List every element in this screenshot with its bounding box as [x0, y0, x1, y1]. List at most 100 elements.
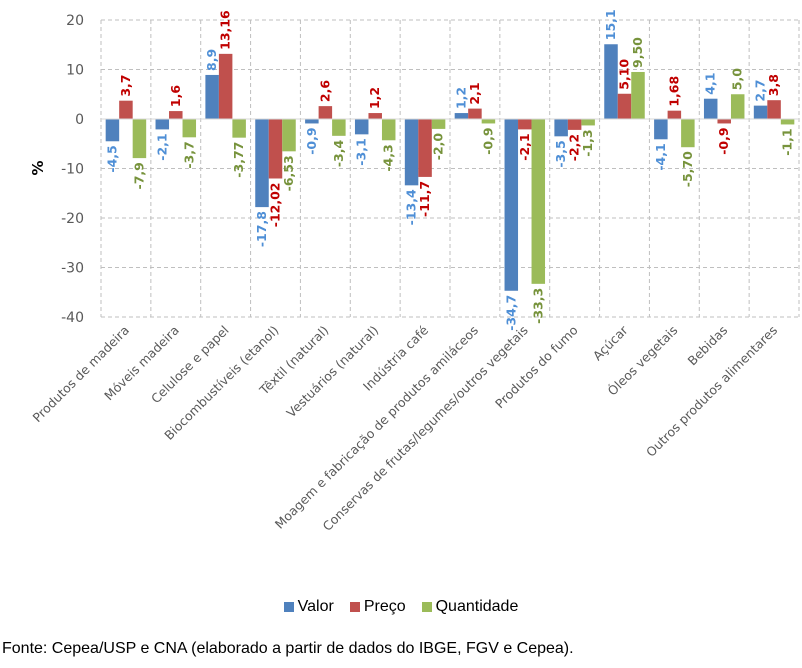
bar-preco: [268, 119, 283, 179]
bar-valor: [454, 113, 469, 119]
data-label: -34,7: [503, 295, 518, 331]
bar-preco: [119, 100, 133, 119]
legend: Valor Preço Quantidade: [0, 598, 802, 616]
bar-quantidade: [381, 119, 396, 141]
bar-valor: [354, 119, 369, 135]
data-label: -17,8: [254, 211, 269, 247]
source-note: Fonte: Cepea/USP e CNA (elaborado a part…: [2, 640, 574, 657]
data-label: 3,7: [118, 75, 133, 97]
data-label: 5,0: [730, 68, 745, 90]
data-label: -33,3: [530, 288, 545, 324]
bar-valor: [404, 119, 419, 186]
bar-quantidade: [681, 119, 695, 148]
data-label: -4,3: [381, 144, 396, 171]
legend-label-quantidade: Quantidade: [435, 598, 519, 615]
bar-preco: [717, 119, 731, 124]
y-axis: 20 10 0 -10 -20 -30 -40: [61, 13, 84, 326]
data-label: -1,1: [780, 128, 795, 155]
bar-preco: [418, 119, 432, 177]
x-tick-label: Produtos de madeira: [29, 323, 132, 426]
bar-quantidade: [332, 119, 346, 136]
bar-quantidade: [581, 119, 595, 126]
bar-quantidade: [531, 119, 546, 284]
x-tick-label: Vestuários (natural): [283, 323, 381, 421]
bar-preco: [617, 93, 632, 119]
bar-valor: [155, 119, 170, 130]
y-tick-label: 0: [75, 112, 84, 128]
legend-swatch-preco: [349, 602, 360, 612]
bars: [105, 44, 795, 291]
data-label: 1,6: [168, 85, 183, 107]
data-label: -0,9: [716, 127, 731, 154]
data-label: -11,7: [417, 181, 432, 217]
data-label: -3,1: [354, 138, 369, 165]
data-label: 2,7: [753, 79, 768, 101]
bar-preco: [767, 100, 781, 119]
bar-quantidade: [481, 119, 496, 124]
bar-quantidade: [232, 119, 246, 138]
bar-valor: [654, 119, 668, 140]
legend-item-valor: Valor: [283, 598, 334, 616]
y-tick-label: -20: [61, 211, 84, 227]
bar-quantidade: [780, 119, 795, 125]
bar-valor: [753, 105, 768, 119]
data-label: 1,2: [367, 87, 382, 109]
y-tick-label: -10: [61, 162, 84, 178]
x-tick-label: Bebidas: [685, 323, 731, 369]
data-label: 1,2: [453, 87, 468, 109]
bar-preco: [169, 111, 183, 119]
y-tick-label: 20: [66, 13, 84, 29]
bar-valor: [504, 119, 519, 291]
bar-quantidade: [431, 119, 446, 129]
x-tick-label: Açúcar: [590, 322, 631, 363]
bar-chart: 20 10 0 -10 -20 -30 -40 % -4,5 -2,1 8,9 -17,8 -0,9…: [29, 9, 800, 534]
bar-valor: [105, 119, 120, 142]
legend-swatch-valor: [283, 602, 294, 612]
bar-quantidade: [730, 94, 745, 119]
legend-swatch-quantidade: [421, 602, 432, 612]
y-tick-label: -40: [61, 310, 84, 326]
bar-valor: [205, 74, 219, 119]
data-label: 4,1: [703, 73, 718, 95]
legend-label-preco: Preço: [363, 598, 406, 615]
y-axis-label: %: [29, 160, 47, 175]
data-label: -6,53: [281, 155, 296, 191]
x-tick-label: Produtos do fumo: [492, 323, 581, 412]
data-labels: -4,5 -2,1 8,9 -17,8 -0,9 -3,1 -13,4 1,2 -34,7 -3,…: [104, 9, 794, 330]
bar-preco: [218, 53, 233, 119]
grid: [100, 19, 800, 318]
y-tick-label: -30: [61, 261, 84, 277]
y-tick-label: 10: [66, 63, 84, 79]
bar-preco: [368, 113, 382, 119]
bar-quantidade: [132, 119, 147, 159]
data-label: -3,4: [331, 140, 346, 168]
data-label: -7,9: [131, 162, 146, 189]
data-label: -0,9: [304, 127, 319, 154]
legend-label-valor: Valor: [297, 598, 334, 615]
data-label: -2,1: [517, 133, 532, 160]
bar-valor: [554, 119, 568, 137]
data-label: -13,4: [404, 189, 419, 225]
data-label: -0,9: [480, 127, 495, 154]
data-label: -2,1: [154, 133, 169, 160]
bar-preco: [567, 119, 582, 130]
bar-preco: [518, 119, 532, 130]
data-label: 9,50: [630, 37, 645, 68]
bar-quantidade: [282, 119, 296, 152]
bar-valor: [255, 119, 269, 208]
bar-quantidade: [631, 71, 645, 119]
bar-preco: [468, 108, 482, 119]
data-label: 1,68: [666, 76, 681, 107]
data-label: -5,70: [680, 151, 695, 187]
data-label: -4,1: [653, 143, 668, 170]
bar-preco: [667, 110, 682, 119]
legend-item-preco: Preço: [349, 598, 406, 616]
bar-valor: [703, 98, 718, 119]
bar-valor: [604, 44, 618, 119]
data-label: -2,2: [567, 134, 582, 161]
data-label: 13,16: [218, 10, 233, 50]
data-label: -12,02: [268, 182, 283, 227]
data-label: -4,5: [104, 145, 119, 172]
legend-item-quantidade: Quantidade: [421, 598, 519, 616]
